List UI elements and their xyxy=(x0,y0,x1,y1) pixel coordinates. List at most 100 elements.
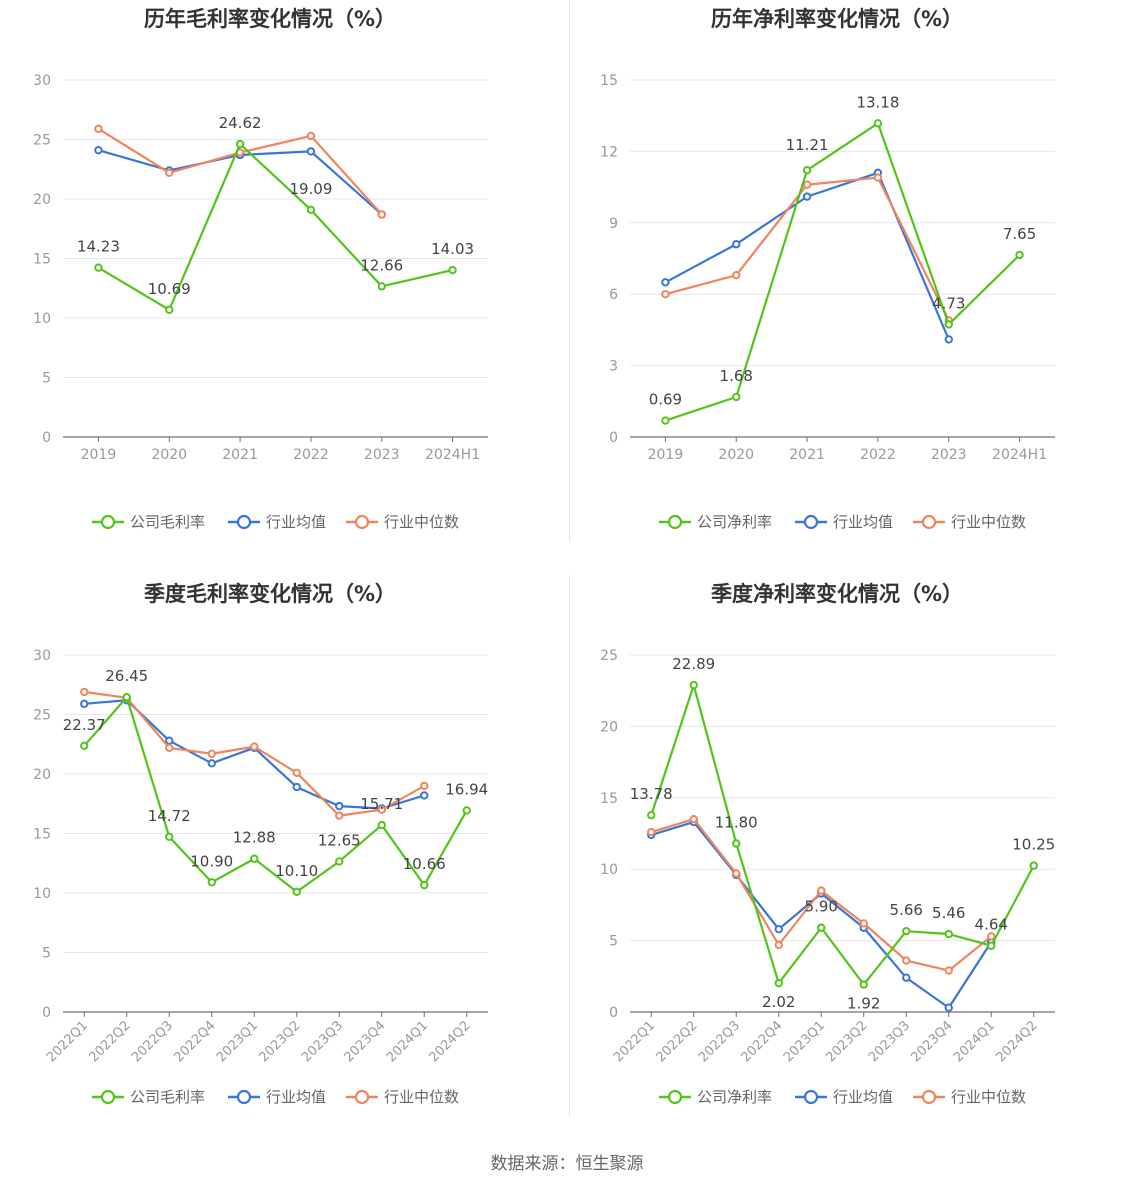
data-label: 0.69 xyxy=(649,391,682,409)
data-label: 22.89 xyxy=(672,655,715,673)
x-tick-label: 2022Q3 xyxy=(696,1018,743,1065)
legend-label-industry-avg: 行业均值 xyxy=(833,1088,893,1106)
data-point-company xyxy=(944,320,953,329)
legend-marker-industry-median xyxy=(354,514,370,530)
data-label: 4.64 xyxy=(975,916,1008,934)
data-point-company xyxy=(802,166,812,175)
x-tick-label: 2024Q2 xyxy=(426,1018,473,1065)
data-label: 11.80 xyxy=(715,813,758,831)
y-tick-label: 20 xyxy=(600,719,618,735)
x-tick-label: 2024H1 xyxy=(992,447,1047,463)
chart-title: 季度毛利率变化情况（%） xyxy=(144,582,396,606)
data-point-industry-median xyxy=(859,919,868,928)
data-label: 10.90 xyxy=(190,852,233,870)
data-point-company xyxy=(420,880,429,890)
data-point-industry-avg xyxy=(335,801,344,811)
x-tick-label: 2023Q1 xyxy=(214,1018,261,1065)
x-tick-label: 2022Q4 xyxy=(738,1018,785,1065)
data-point-industry-avg xyxy=(207,759,216,768)
chart-quarterly-gross-margin: 季度毛利率变化情况（%）0510152025302022Q12022Q22022… xyxy=(33,582,488,1106)
data-point-industry-median xyxy=(774,940,783,950)
chart-panel-annual-gross-margin: 历年毛利率变化情况（%） 0 5 10 15 20 25 30 2019 2020 2021 2022… xyxy=(0,0,567,560)
data-point-industry-median xyxy=(647,827,656,837)
chart-panel-quarterly-gross-margin: 季度毛利率变化情况（%） 0 5 10 15 20 25 30 2022Q1 2022Q2 2022… xyxy=(0,575,567,1135)
data-point-industry-median xyxy=(802,180,812,189)
x-tick-label: 2023Q4 xyxy=(341,1018,388,1065)
x-tick-label: 2022Q1 xyxy=(44,1018,91,1065)
data-point-industry-median xyxy=(732,869,741,878)
data-point-industry-avg xyxy=(944,1003,953,1012)
data-label: 14.03 xyxy=(431,240,474,258)
x-tick-label: 2023Q3 xyxy=(866,1018,913,1065)
data-point-industry-median xyxy=(817,886,826,895)
x-tick-label: 2020 xyxy=(151,447,187,463)
data-point-company xyxy=(335,857,344,866)
chart-quarterly-net-margin: 季度净利率变化情况（%） 0 5 10 15 20 25 2022Q12022Q22022Q3… xyxy=(600,582,1055,1106)
data-point-industry-avg xyxy=(661,278,670,287)
series-line-company xyxy=(83,696,468,893)
data-label: 12.65 xyxy=(318,831,361,849)
series-line-industry-avg xyxy=(84,699,425,810)
data-point-company xyxy=(817,923,826,932)
data-label: 10.69 xyxy=(148,280,191,298)
data-label: 5.90 xyxy=(805,898,838,916)
x-tick-label: 2024Q1 xyxy=(384,1018,431,1065)
data-point-industry-avg xyxy=(80,699,89,708)
data-point-industry-median xyxy=(420,781,429,791)
legend-label-company: 公司净利率 xyxy=(697,513,772,531)
legend-label-company: 公司净利率 xyxy=(697,1088,772,1106)
data-point-company xyxy=(1015,250,1024,260)
x-tick-label: 2022 xyxy=(293,447,329,463)
data-point-industry-avg xyxy=(306,147,316,156)
legend-label-industry-avg: 行业均值 xyxy=(833,513,893,531)
data-point-company xyxy=(122,693,131,702)
y-tick-label: 30 xyxy=(33,648,51,664)
data-label: 1.92 xyxy=(847,995,880,1013)
y-tick-label: 0 xyxy=(42,430,51,446)
chart-annual-gross-margin: 历年毛利率变化情况（%） 0 5 10 15 20 25 30 2019 2020 2021 2022… xyxy=(33,7,488,531)
legend-marker-company xyxy=(100,1089,116,1105)
data-point-industry-avg xyxy=(292,782,301,792)
x-tick-label: 2022Q2 xyxy=(86,1018,133,1065)
data-label: 13.78 xyxy=(630,785,673,803)
data-point-industry-avg xyxy=(774,924,783,934)
data-point-industry-median xyxy=(944,966,953,975)
chart-title: 历年净利率变化情况（%） xyxy=(711,7,963,31)
x-tick-label: 2024Q2 xyxy=(993,1018,1040,1065)
x-tick-label: 2022Q4 xyxy=(171,1018,218,1065)
data-label: 5.66 xyxy=(890,901,923,919)
legend-marker-company xyxy=(100,514,116,530)
y-tick-label: 10 xyxy=(600,862,618,878)
y-tick-label: 0 xyxy=(42,1005,51,1021)
data-point-company xyxy=(873,119,883,128)
x-tick-label: 2023Q1 xyxy=(781,1018,828,1065)
data-point-industry-median xyxy=(689,815,698,824)
data-point-company xyxy=(732,839,741,848)
y-tick-label: 15 xyxy=(600,791,618,807)
data-point-company xyxy=(1029,861,1038,870)
x-tick-label: 2022Q1 xyxy=(611,1018,658,1065)
series-line-company xyxy=(665,122,1021,422)
data-point-company xyxy=(235,139,245,149)
y-tick-label: 9 xyxy=(609,216,618,232)
data-point-industry-median xyxy=(987,932,996,941)
data-point-industry-median xyxy=(902,956,911,965)
data-point-industry-avg xyxy=(802,192,812,201)
data-point-industry-avg xyxy=(165,736,174,745)
x-tick-label: 2021 xyxy=(222,447,258,463)
data-point-industry-median xyxy=(377,805,386,814)
data-label: 2.02 xyxy=(762,993,795,1011)
data-point-industry-median xyxy=(207,749,216,758)
chart-annual-net-margin: 历年净利率变化情况（%） 0 3 6 9 12 15 2019 2020 2021 2022 2023… xyxy=(600,7,1055,531)
legend-marker-company xyxy=(667,514,683,530)
y-tick-label: 15 xyxy=(600,73,618,89)
y-tick-label: 5 xyxy=(42,371,51,387)
data-label: 5.46 xyxy=(932,904,965,922)
y-tick-label: 5 xyxy=(609,934,618,950)
legend-marker-industry-avg xyxy=(803,514,819,530)
data-point-company xyxy=(661,416,670,425)
legend-label-industry-median: 行业中位数 xyxy=(951,1088,1026,1106)
data-point-industry-median xyxy=(165,743,174,753)
data-point-industry-avg xyxy=(94,146,103,155)
data-point-industry-median xyxy=(306,131,316,141)
